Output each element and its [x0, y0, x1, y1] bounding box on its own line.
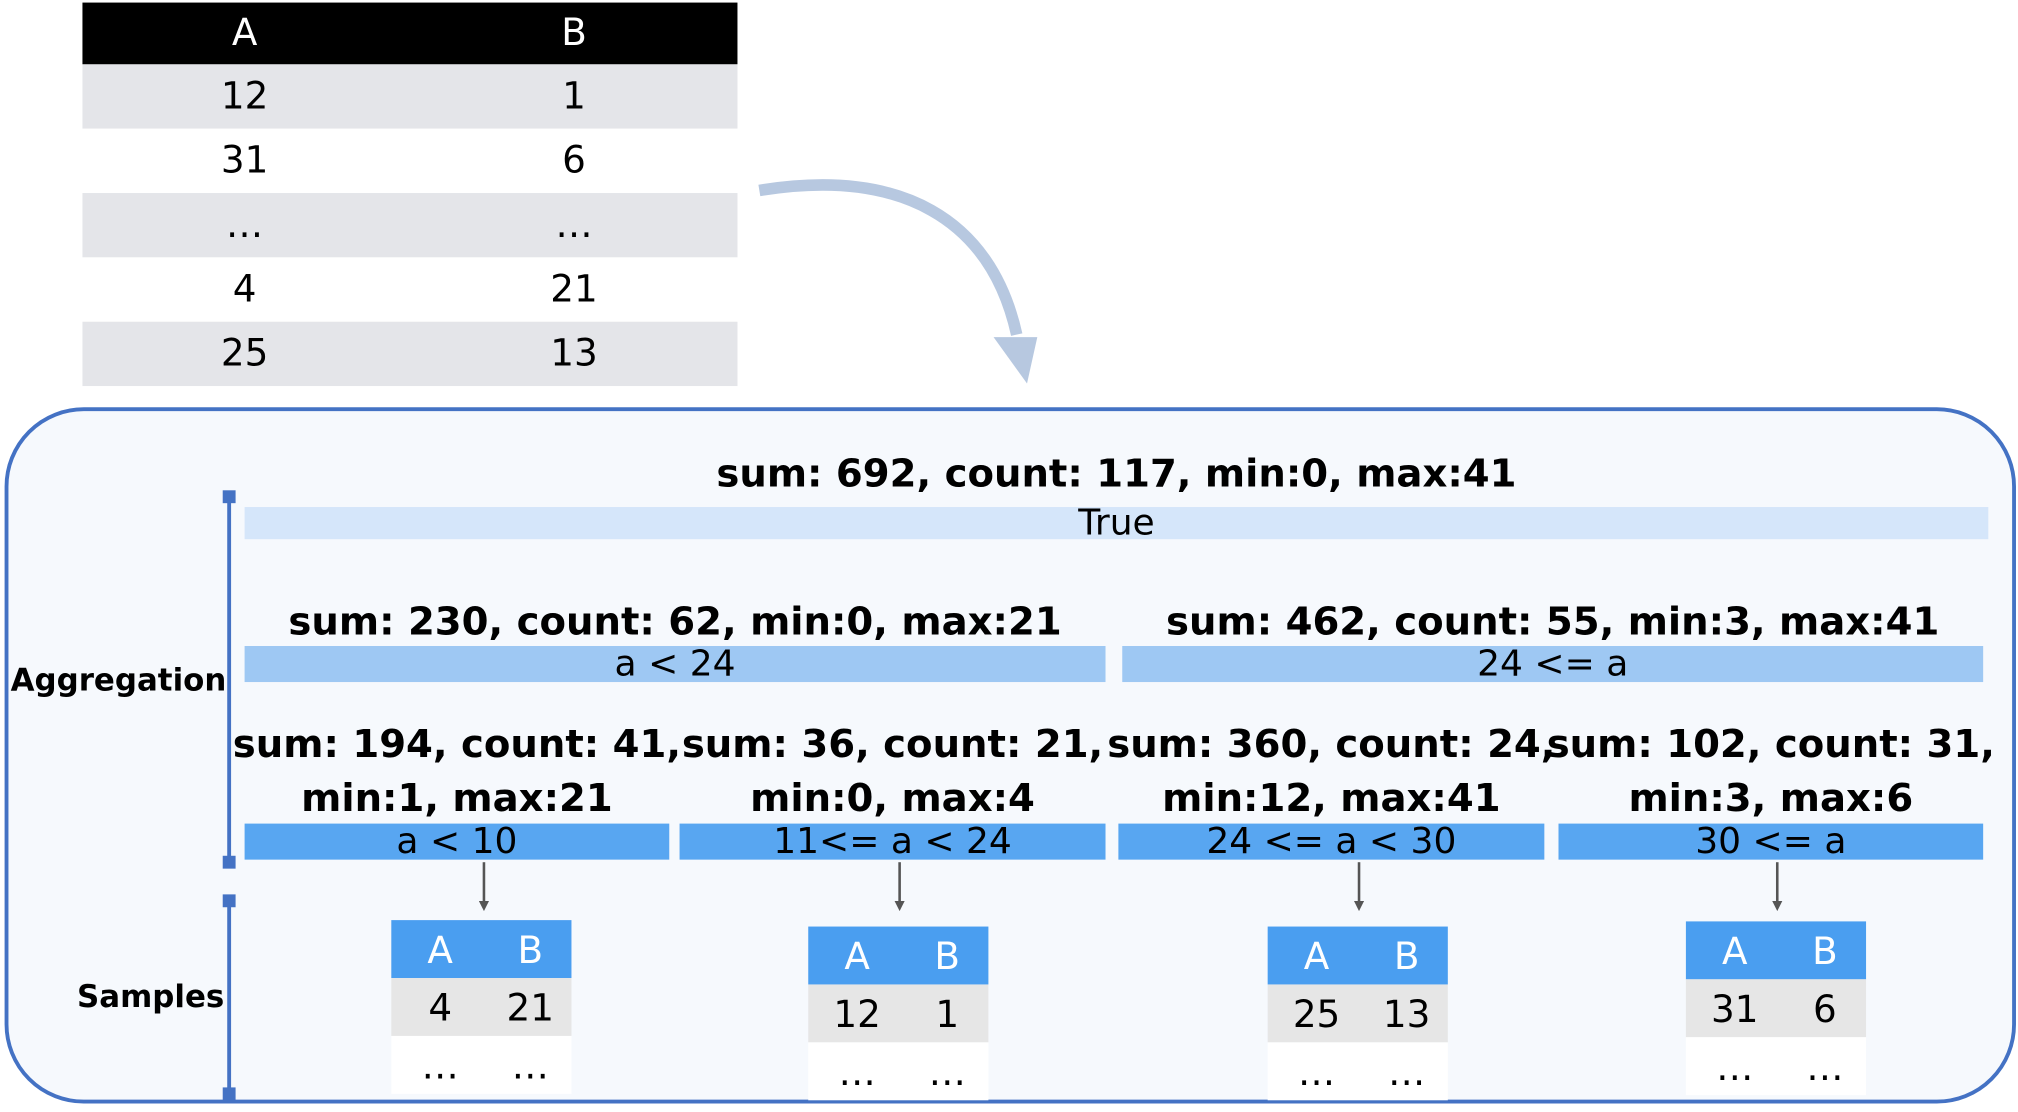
sample-cell: … [929, 1050, 966, 1094]
sample-header-cell: B [1394, 934, 1420, 978]
node-stats: min:1, max:21 [301, 776, 613, 821]
sample-cell: … [1716, 1045, 1753, 1089]
sample-header-cell: A [1304, 934, 1330, 978]
node-stats: sum: 692, count: 117, min:0, max:41 [716, 452, 1516, 497]
cell: … [555, 202, 592, 246]
node-stats: sum: 230, count: 62, min:0, max:21 [288, 600, 1061, 645]
table-row [82, 193, 738, 258]
flow-arrow-head [993, 337, 1038, 384]
side-label: Aggregation [11, 663, 227, 699]
sample-row [808, 1042, 989, 1101]
header-cell: A [232, 10, 258, 54]
sample-header-cell: A [844, 934, 870, 978]
sample-row [1685, 979, 1867, 1038]
node-stats: min:12, max:41 [1162, 776, 1500, 821]
bracket-end [222, 490, 236, 504]
node-stats: min:3, max:6 [1628, 776, 1913, 821]
sample-cell: 12 [833, 992, 880, 1036]
node-condition: True [1077, 502, 1155, 543]
cell: … [226, 202, 263, 246]
node-stats: min:0, max:4 [750, 776, 1035, 821]
sample-row [1267, 984, 1448, 1043]
sample-row [1685, 1037, 1867, 1096]
sample-cell: 4 [428, 986, 452, 1030]
sample-row [808, 984, 989, 1043]
table-header [82, 2, 738, 65]
sample-cell: 6 [1813, 987, 1837, 1031]
node-stats: sum: 102, count: 31, [1547, 722, 1995, 767]
sample-cell: … [1298, 1050, 1335, 1094]
sample-header [391, 920, 572, 979]
sample-row [391, 1035, 572, 1094]
table-row [82, 257, 738, 322]
sample-header [808, 926, 989, 985]
sample-header-cell: A [1722, 929, 1748, 973]
node-condition: 24 <= a < 30 [1206, 821, 1456, 862]
cell: 1 [562, 73, 586, 117]
table-row [82, 64, 738, 129]
cell: 25 [221, 331, 268, 375]
node-bar [244, 646, 1106, 683]
sample-header-cell: B [934, 934, 960, 978]
cell: 31 [221, 138, 268, 182]
node-stats: sum: 360, count: 24, [1107, 722, 1555, 767]
node-stats: sum: 36, count: 21, [682, 722, 1103, 767]
sample-cell: 25 [1293, 992, 1340, 1036]
sample-header-cell: B [517, 928, 543, 972]
node-stats: sum: 462, count: 55, min:3, max:41 [1166, 600, 1939, 645]
node-condition: a < 10 [396, 821, 517, 862]
bracket-end [222, 855, 236, 869]
node-bar [1558, 823, 1984, 860]
node-condition: 24 <= a [1477, 643, 1628, 684]
bracket-end [222, 894, 236, 908]
sample-row [1267, 1042, 1448, 1101]
cell: 4 [233, 266, 257, 310]
cell: 21 [550, 266, 597, 310]
header-cell: B [561, 10, 587, 54]
node-bar [244, 507, 1989, 540]
sample-header [1267, 926, 1448, 985]
table-row [82, 321, 738, 387]
node-bar [679, 823, 1106, 860]
table-row [82, 128, 738, 194]
sample-cell: 21 [507, 986, 554, 1030]
sample-cell: 1 [935, 992, 959, 1036]
cell: 6 [562, 138, 586, 182]
node-bar [1122, 646, 1984, 683]
sample-cell: … [1806, 1045, 1843, 1089]
sample-header [1685, 921, 1867, 980]
side-label: Samples [77, 979, 224, 1015]
bracket-end [222, 1087, 236, 1101]
node-stats: sum: 194, count: 41, [233, 722, 681, 767]
cell: 13 [550, 331, 597, 375]
node-condition: 30 <= a [1695, 821, 1846, 862]
sample-cell: … [1388, 1050, 1425, 1094]
sample-header-cell: A [427, 928, 453, 972]
node-condition: a < 24 [615, 643, 736, 684]
node-condition: 11<= a < 24 [773, 821, 1012, 862]
cell: 12 [221, 73, 268, 117]
flow-arrow [758, 179, 1023, 336]
sample-cell: … [512, 1044, 549, 1088]
sample-cell: … [839, 1050, 876, 1094]
sample-cell: 13 [1383, 992, 1430, 1036]
node-bar [1118, 823, 1545, 860]
node-bar [244, 823, 670, 860]
sample-header-cell: B [1812, 929, 1838, 973]
sample-row [391, 978, 572, 1036]
sample-cell: … [422, 1044, 459, 1088]
sample-cell: 31 [1711, 987, 1758, 1031]
